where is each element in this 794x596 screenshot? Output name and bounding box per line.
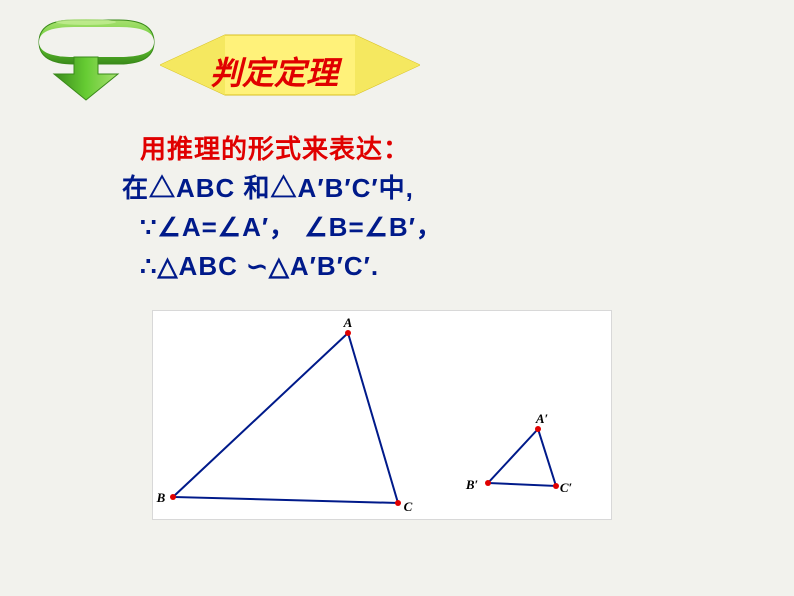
svg-text:A′: A′ [535,411,549,426]
content-line4: ∴△ABC ∽△A′B′C′. [140,247,680,286]
banner-title: 判定定理 [210,48,338,94]
content-block: 用推理的形式来表达： 在△ABC 和△A′B′C′中, ∵∠A=∠A′， ∠B=… [140,130,680,286]
content-line3: ∵∠A=∠A′， ∠B=∠B′， [140,208,680,247]
svg-text:A: A [343,315,353,330]
svg-text:C: C [404,499,413,514]
svg-text:C′: C′ [560,480,573,495]
svg-text:B: B [156,490,166,505]
svg-text:B′: B′ [465,477,479,492]
content-line2: 在△ABC 和△A′B′C′中, [122,169,680,208]
triangle-figure: A B C A′ B′ C′ [152,310,612,520]
content-line1: 用推理的形式来表达： [140,130,680,169]
arrow-icon [24,12,174,102]
